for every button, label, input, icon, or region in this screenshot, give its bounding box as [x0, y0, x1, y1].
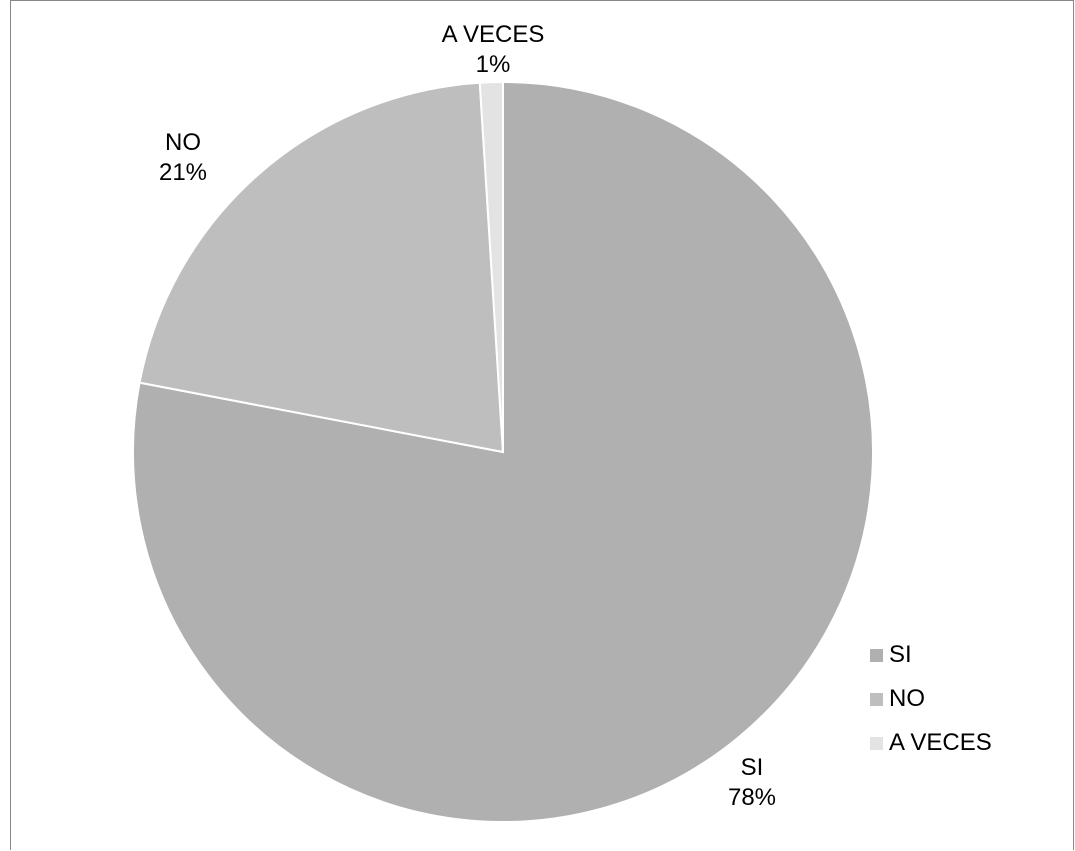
pie-slices: [132, 80, 874, 823]
slice-percent-a-veces: 1%: [476, 51, 511, 78]
legend-swatch-a-veces: [870, 736, 883, 750]
slice-labels: SI 78% NO 21% A VECES 1%: [159, 21, 776, 811]
slice-percent-si: 78%: [728, 784, 776, 811]
pie-slice-no: [138, 81, 505, 454]
slice-label-no: NO: [165, 129, 201, 156]
legend: SI NO A VECES: [870, 633, 992, 765]
legend-label-a-veces: A VECES: [889, 729, 992, 756]
slice-label-a-veces: A VECES: [442, 21, 545, 48]
legend-swatch-no: [870, 692, 883, 706]
slice-label-si: SI: [741, 754, 764, 781]
legend-item-si: SI: [870, 633, 992, 677]
slice-percent-no: 21%: [159, 159, 207, 186]
legend-label-si: SI: [889, 641, 912, 668]
pie-slice-a-veces: [478, 80, 504, 453]
legend-item-no: NO: [870, 677, 992, 721]
legend-swatch-si: [870, 648, 883, 662]
legend-item-a-veces: A VECES: [870, 721, 992, 765]
legend-label-no: NO: [889, 685, 925, 712]
